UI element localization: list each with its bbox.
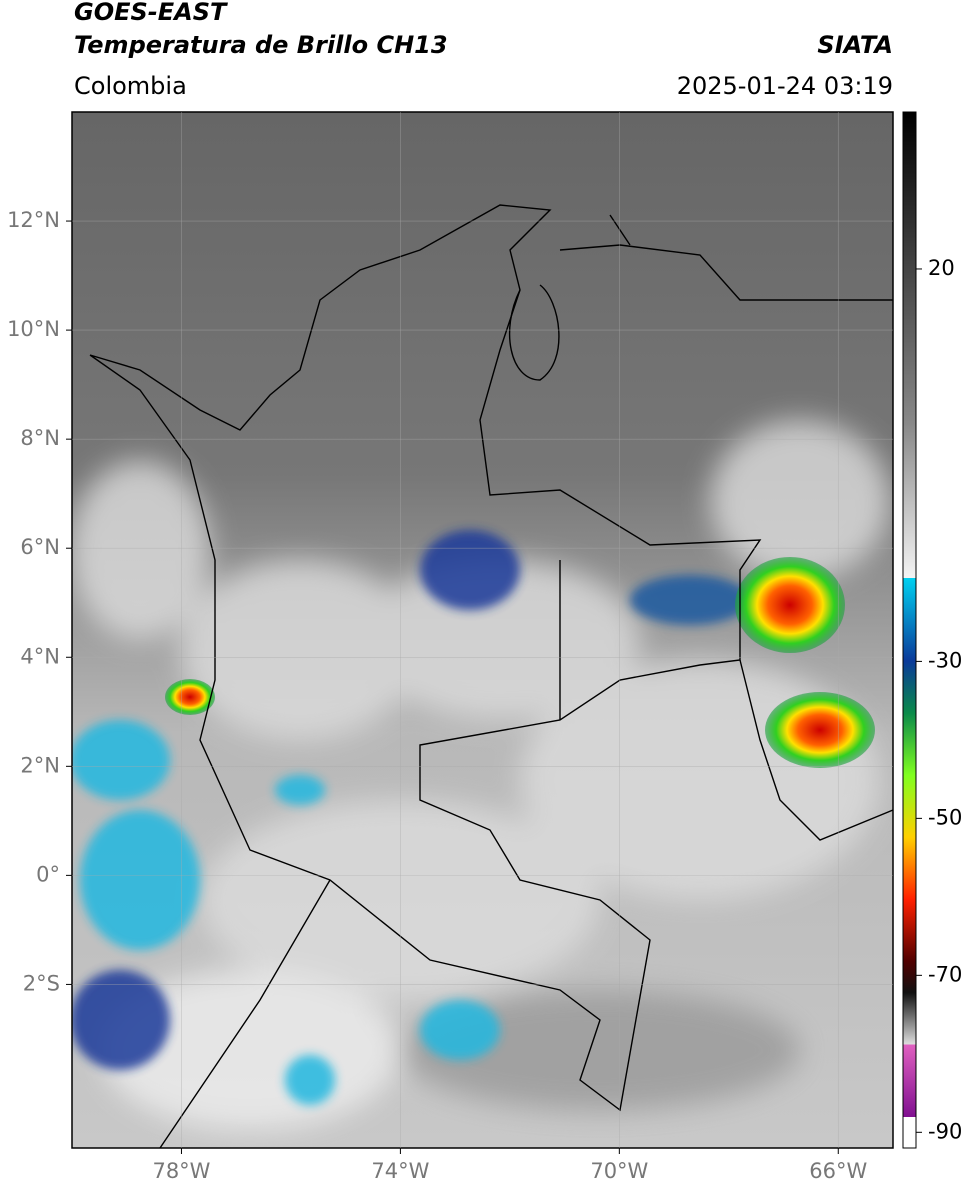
lat-tick-label: 2°N (20, 753, 60, 777)
source: SIATA (817, 31, 893, 59)
colorbar-tick-label: -30 (928, 648, 962, 672)
title: GOES-EAST (74, 0, 228, 26)
lon-tick-label: 74°W (371, 1159, 429, 1183)
datetime: 2025-01-24 03:19 (677, 72, 893, 100)
subtitle: Temperatura de Brillo CH13 (74, 31, 448, 59)
lat-tick-label: 10°N (7, 317, 60, 341)
lat-tick-label: 6°N (20, 535, 60, 559)
colorbar-tick-label: 20 (928, 256, 955, 280)
lon-tick-label: 66°W (809, 1159, 867, 1183)
lat-tick-label: 0° (36, 862, 60, 886)
colorbar (902, 111, 917, 1149)
lat-tick-label: 8°N (20, 426, 60, 450)
satellite-image (72, 112, 893, 1148)
lon-tick-label: 78°W (152, 1159, 210, 1183)
map-frame (71, 111, 894, 1149)
lat-tick-label: 12°N (7, 208, 60, 232)
region: Colombia (74, 72, 187, 100)
lon-tick-label: 70°W (590, 1159, 648, 1183)
lat-tick-label: 4°N (20, 644, 60, 668)
colorbar-tick-label: -90 (928, 1119, 962, 1143)
colorbar-tick-label: -50 (928, 805, 962, 829)
colorbar-tick-label: -70 (928, 962, 962, 986)
lat-tick-label: 2°S (23, 971, 60, 995)
